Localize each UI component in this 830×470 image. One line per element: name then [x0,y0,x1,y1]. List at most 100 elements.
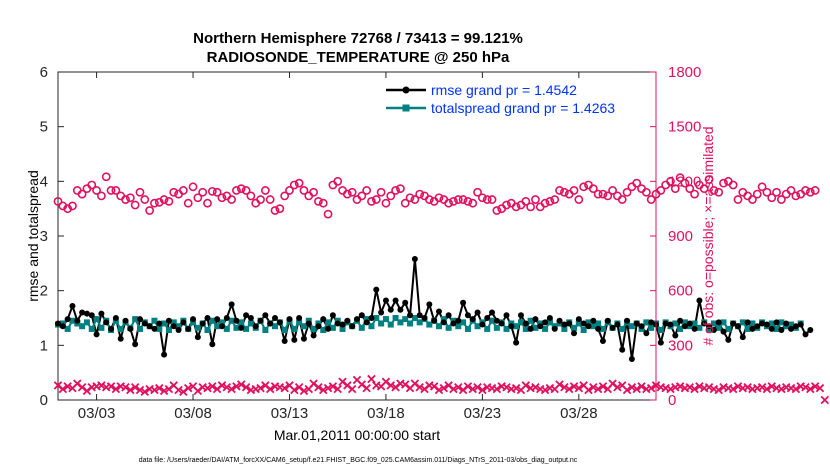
rmse-point [460,299,467,306]
obs-possible-point [511,202,521,212]
obs-assimilated-point [598,382,608,391]
left-y-tick-label: 1 [40,337,48,354]
rmse-point [734,323,741,330]
obs-assimilated-point [183,383,193,393]
obs-possible-point [357,191,367,201]
obs-possible-point [77,189,87,199]
x-tick-label: 03/08 [174,405,212,422]
obs-possible-point [333,176,343,186]
rmse-point [122,317,129,324]
rmse-point [267,320,274,327]
obs-possible-point [801,186,810,195]
totalspread-point [696,324,703,331]
totalspread-point [175,323,182,330]
obs-possible-point [391,186,400,195]
rmse-point [561,321,568,328]
obs-assimilated-point [820,395,830,405]
totalspread-point [83,319,90,326]
obs-possible-point [555,186,564,195]
obs-assimilated-point [622,385,632,395]
obs-possible-point [314,196,323,206]
rmse-point [252,323,259,330]
obs-possible-point [371,195,381,204]
totalspread-point [778,319,785,326]
rmse-point [638,323,645,330]
obs-possible-point [424,195,434,204]
obs-possible-point [608,186,617,195]
obs-assimilated-point [574,383,584,393]
obs-assimilated-point [569,382,579,391]
left-y-tick-label: 6 [40,64,48,81]
obs-possible-point [786,186,796,195]
rmse-point [633,320,640,327]
obs-assimilated-point [555,380,564,389]
obs-possible-point [521,196,531,206]
obs-possible-point [646,195,656,204]
rmse-point [493,317,500,324]
totalspread-point [643,319,650,326]
obs-possible-point [593,189,603,199]
obs-possible-point [169,187,179,197]
obs-assimilated-point [695,382,704,391]
obs-possible-point [318,198,328,208]
obs-assimilated-point [386,381,395,390]
totalspread-point [725,325,732,332]
obs-assimilated-point [531,383,540,392]
rmse-point [223,315,230,321]
obs-assimilated-point [791,384,801,394]
legend-rmse-label: rmse grand pr = 1.4542 [431,82,577,98]
obs-possible-point [125,193,135,203]
rmse-point [257,317,264,324]
rmse-point [416,312,423,319]
obs-possible-point [728,180,738,190]
totalspread-point [455,323,462,330]
totalspread-point [464,325,471,332]
rmse-point [498,320,505,327]
obs-possible-point [217,193,227,203]
totalspread-point [546,319,553,326]
obs-possible-point [135,187,145,197]
x-start-label: Mar.01,2011 00:00:00 start [274,427,440,443]
obs-possible-point [526,202,536,212]
obs-assimilated-point [560,383,569,392]
totalspread-point [435,323,442,330]
obs-count-layer [53,172,830,405]
rmse-point [715,319,722,326]
rmse-point [407,312,414,319]
obs-possible-point [386,191,396,201]
rmse-point [450,320,457,327]
totalspread-point [590,323,597,330]
rmse-point [310,332,317,339]
obs-possible-point [545,196,555,206]
obs-possible-point [376,187,386,197]
totalspread-point [489,317,496,324]
rmse-point [672,332,679,339]
obs-possible-point [550,195,560,204]
obs-possible-point [241,186,251,195]
rmse-point [344,317,351,324]
right-y-tick-label: 300 [668,337,693,354]
rmse-point [373,286,380,293]
obs-assimilated-point [415,383,424,392]
totalspread-point [325,319,332,326]
obs-assimilated-point [613,383,622,392]
obs-assimilated-point [777,384,786,394]
obs-possible-point [198,187,208,197]
totalspread-point [218,319,225,326]
rmse-point [720,328,727,335]
totalspread-point [493,324,500,331]
totalspread-point [69,317,76,324]
totalspread-point [749,320,756,327]
rmse-point [628,356,635,362]
x-tick-label: 03/23 [464,405,502,422]
obs-assimilated-point [815,383,825,393]
rmse-point [334,320,341,327]
obs-assimilated-point [362,383,371,393]
obs-possible-point [53,196,63,206]
rmse-point [590,317,597,324]
left-y-axis: 0 1 2 3 4 5 6 [40,64,64,409]
rmse-point [233,317,240,324]
right-y-axis: 0 300 600 900 1200 1500 1800 [650,64,701,409]
rmse-point [325,325,332,332]
right-y-tick-label: 1200 [668,173,701,190]
